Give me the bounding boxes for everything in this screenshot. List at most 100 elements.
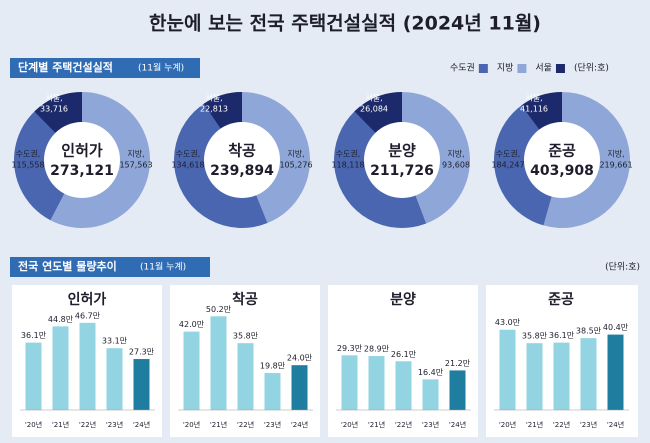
bar-value: 36.1만 [21,331,47,340]
segment-label: 서울, [45,94,62,103]
donut-center [364,122,440,198]
x-tick-label: '23년 [422,420,439,429]
section-note: (11월 누계) [138,62,184,74]
bar [237,343,254,410]
bar-value: 33.1만 [102,337,128,346]
section-tab [10,58,200,78]
x-tick-label: '24년 [133,420,150,429]
segment-label: 서울, [365,94,382,103]
bar-value: 16.4만 [418,368,444,377]
bar [422,379,439,410]
donut-segment [354,92,402,135]
donut-segment [334,92,427,228]
x-tick-label: '20년 [183,420,200,429]
bar [25,342,42,410]
segment-value: 33,716 [40,105,68,114]
unit-note: (단위:호) [605,262,640,273]
bar-value: 40.4만 [603,323,629,332]
donut-segment [242,92,310,224]
donut-segment [203,92,242,131]
bar [553,342,570,410]
bar [607,334,624,410]
bar-value: 44.8만 [48,315,74,324]
segment-value: 93,608 [442,161,470,170]
donut-segment [34,92,82,135]
panel-title: 준공 [548,292,574,308]
bar-value: 35.8만 [522,332,548,341]
x-tick-label: '23년 [580,420,597,429]
bar-value: 19.8만 [260,362,286,371]
legend-label: 서울 [535,63,552,74]
legend-swatch [478,64,488,73]
section-title: 전국 연도별 물량추이 [18,259,117,273]
segment-label: 지방, [127,149,144,159]
segment-label: 서울, [525,94,542,103]
segment-label: 서울, [205,94,222,103]
x-tick-label: '24년 [607,420,624,429]
x-tick-label: '22년 [79,420,96,429]
donut-center [44,122,120,198]
bar [580,338,597,410]
panel-title: 분양 [390,292,416,308]
legend-label: 지방 [497,63,514,74]
bar [183,331,200,410]
donut-title: 준공 [548,142,576,160]
x-tick-label: '24년 [449,420,466,429]
donut-segment [402,92,470,224]
donut-center [524,122,600,198]
segment-label: 수도권, [496,149,521,159]
donut-segment [521,92,562,132]
bar [264,373,281,410]
bar-value: 28.9만 [364,345,390,354]
bar [449,370,466,410]
bar-value: 29.3만 [337,344,363,353]
donut-center [204,122,280,198]
donut-total: 403,908 [530,163,594,179]
donut-segment [50,92,150,228]
bar [341,355,358,410]
segment-value: 184,247 [491,161,524,170]
x-tick-label: '20년 [499,420,516,429]
bar [526,343,543,410]
bar-value: 24.0만 [287,354,313,363]
x-tick-label: '22년 [395,420,412,429]
section-tab [10,257,210,277]
section-note: (11월 누계) [140,261,186,273]
segment-value: 41,116 [520,105,548,114]
bar [133,359,150,410]
segment-value: 105,276 [279,161,312,170]
x-tick-label: '22년 [553,420,570,429]
segment-value: 22,813 [200,105,228,114]
unit-note: (단위:호) [574,63,609,74]
bar-value: 46.7만 [75,311,101,320]
segment-label: 지방, [447,149,464,159]
section-title: 단계별 주택건설실적 [18,60,113,74]
x-tick-label: '21년 [526,420,543,429]
bar [210,316,227,410]
segment-label: 수도권, [336,149,361,159]
bar-value: 27.3만 [129,348,155,357]
segment-value: 118,118 [331,161,364,170]
x-tick-label: '23년 [264,420,281,429]
x-tick-label: '21년 [210,420,227,429]
x-tick-label: '23년 [106,420,123,429]
legend-swatch [555,64,565,73]
bar [368,356,385,410]
bar-value: 21.2만 [445,359,471,368]
donut-total: 273,121 [50,163,114,179]
panel-title: 착공 [232,291,258,308]
bar [499,329,516,410]
x-tick-label: '20년 [25,420,42,429]
bar [52,326,69,410]
segment-value: 134,618 [171,161,204,170]
legend-swatch [517,64,527,73]
donut-total: 239,894 [210,163,274,179]
bar-value: 38.5만 [576,327,602,336]
bar-value: 35.8만 [233,332,259,341]
x-tick-label: '21년 [52,420,69,429]
x-tick-label: '21년 [368,420,385,429]
segment-label: 지방, [607,149,624,159]
bar-value: 50.2만 [206,305,232,314]
